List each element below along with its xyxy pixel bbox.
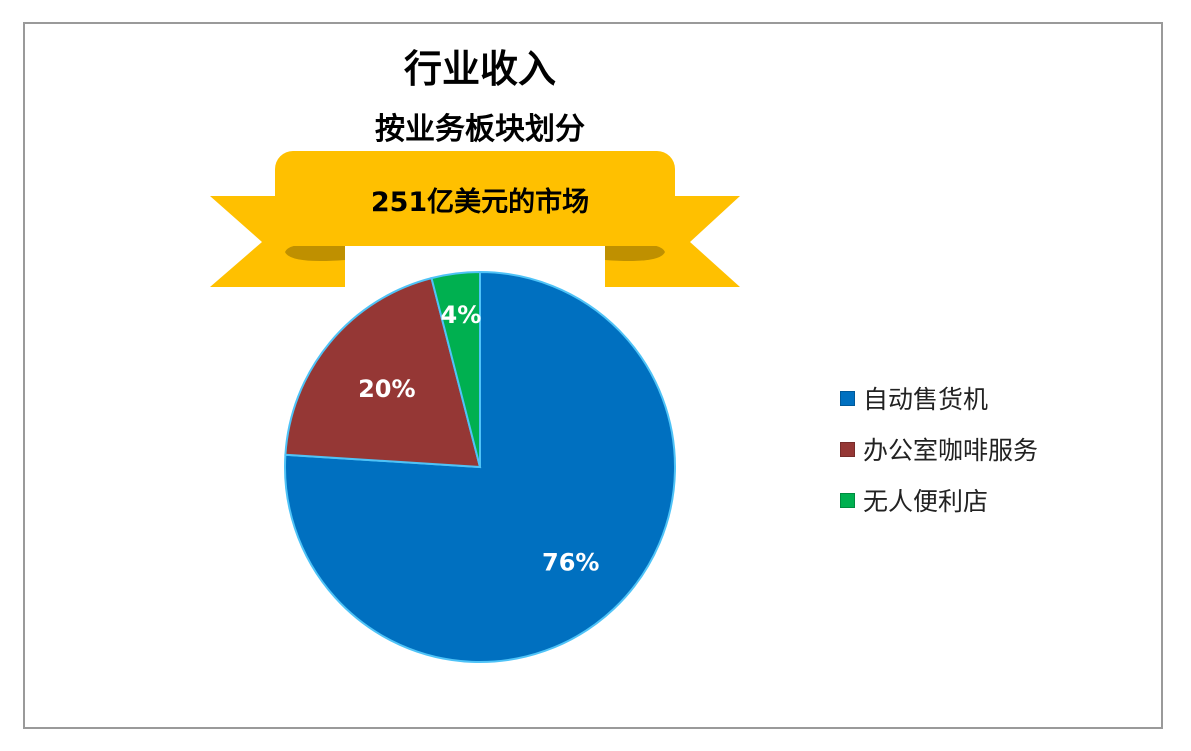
data-label-office-coffee: 20% — [358, 375, 415, 403]
legend-label: 办公室咖啡服务 — [863, 436, 1039, 465]
pie-slice-unmanned-store — [430, 270, 481, 468]
legend-label: 无人便利店 — [863, 487, 989, 516]
pie-slice-office-coffee — [284, 276, 482, 469]
ribbon-right-fold — [605, 243, 665, 261]
legend-item-office-coffee: 办公室咖啡服务 — [840, 435, 1038, 465]
banner-text: 251亿美元的市场 — [370, 187, 590, 218]
legend-swatch — [840, 390, 855, 406]
legend-swatch — [840, 492, 855, 508]
data-label-unmanned-store: 4% — [441, 301, 482, 329]
chart-title: 行业收入 — [403, 47, 556, 91]
ribbon-left-fold — [285, 243, 345, 261]
legend-item-vending: 自动售货机 — [840, 384, 1038, 414]
chart-subtitle: 按业务板块划分 — [375, 112, 585, 147]
legend-label: 自动售货机 — [863, 385, 989, 414]
data-label-vending: 76% — [542, 549, 599, 577]
ribbon-main-band — [275, 151, 675, 246]
pie-slice-vending — [284, 270, 676, 663]
legend: 自动售货机 办公室咖啡服务 无人便利店 — [840, 384, 1038, 537]
legend-swatch — [840, 441, 855, 457]
legend-item-unmanned-store: 无人便利店 — [840, 486, 1038, 516]
